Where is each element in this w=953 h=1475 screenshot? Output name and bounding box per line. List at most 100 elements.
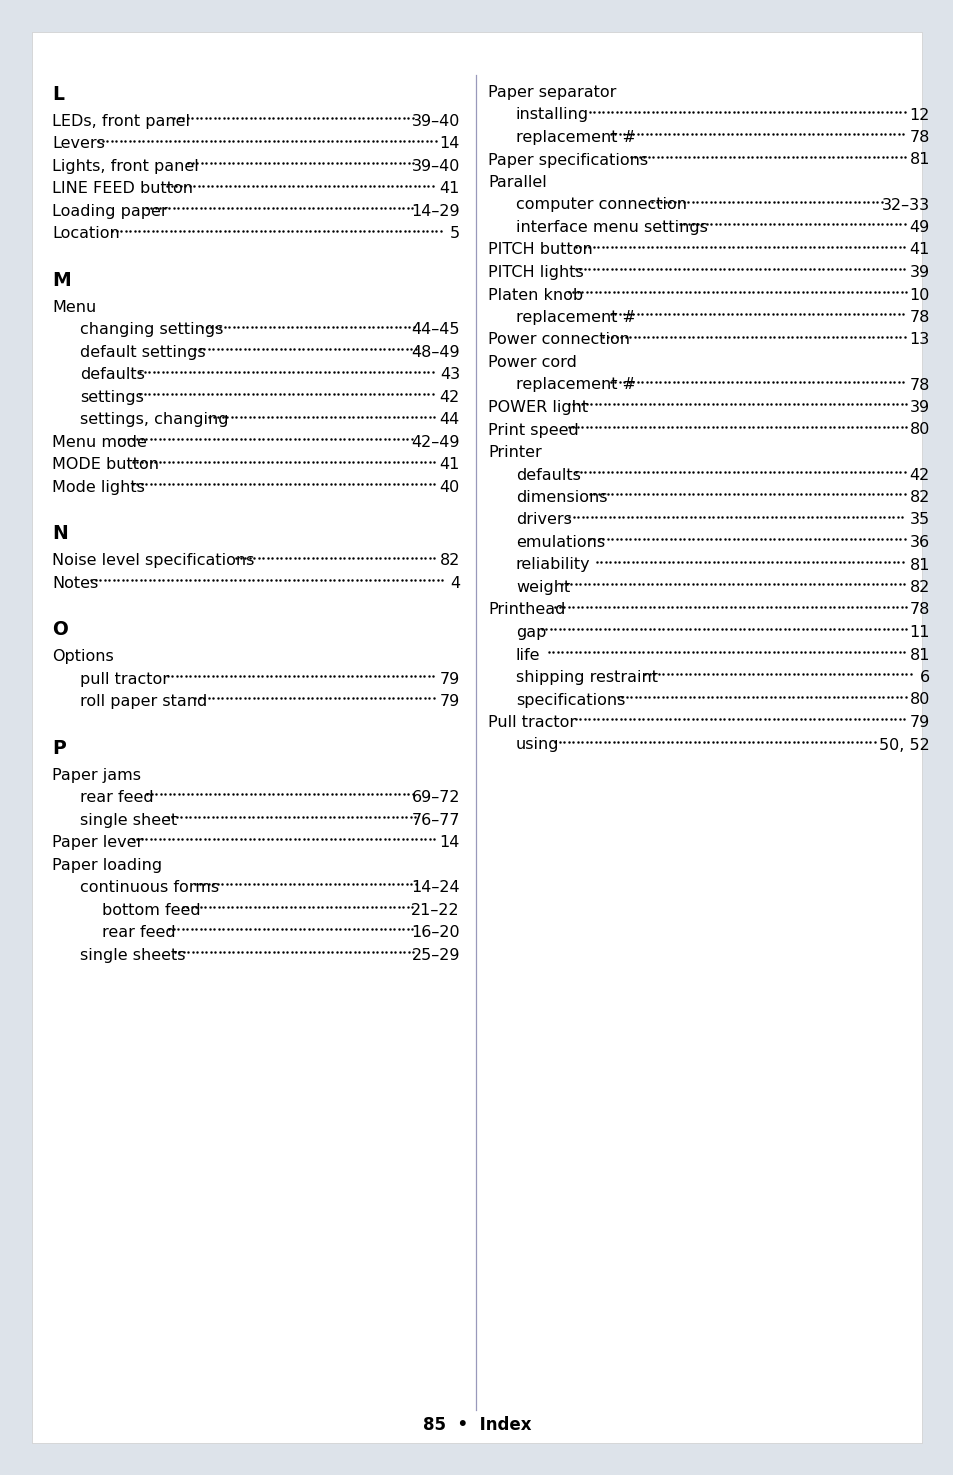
Text: replacement #: replacement # [516,130,636,145]
Text: single sheet: single sheet [80,813,177,827]
Text: 41: 41 [439,181,459,196]
Text: using: using [516,738,558,752]
Text: 40: 40 [439,479,459,494]
Text: Menu: Menu [52,299,96,314]
Text: L: L [52,86,64,105]
Text: M: M [52,271,71,291]
Text: 79: 79 [439,695,459,709]
Text: Paper lever: Paper lever [52,835,143,850]
Text: Platen knob: Platen knob [488,288,582,302]
Text: 41: 41 [908,242,929,258]
Text: single sheets: single sheets [80,947,185,963]
Text: Power cord: Power cord [488,355,577,370]
Text: 50, 52: 50, 52 [879,738,929,752]
Text: defaults: defaults [80,367,145,382]
Text: Paper separator: Paper separator [488,86,616,100]
Text: drivers: drivers [516,512,571,528]
Text: 44: 44 [439,413,459,428]
Text: Mode lights: Mode lights [52,479,145,494]
Text: 14–24: 14–24 [411,881,459,895]
Text: Lights, front panel: Lights, front panel [52,159,198,174]
Text: interface menu settings: interface menu settings [516,220,707,235]
Text: roll paper stand: roll paper stand [80,695,207,709]
Text: 85  •  Index: 85 • Index [422,1416,531,1434]
Text: MODE button: MODE button [52,457,159,472]
Text: 69–72: 69–72 [411,791,459,805]
Text: 79: 79 [439,671,459,686]
Text: specifications: specifications [516,692,625,708]
Text: defaults: defaults [516,468,580,482]
Text: replacement #: replacement # [516,378,636,392]
Text: 82: 82 [439,553,459,568]
Text: 81: 81 [908,152,929,168]
Text: 48–49: 48–49 [411,345,459,360]
Text: settings, changing: settings, changing [80,413,229,428]
Text: continuous forms: continuous forms [80,881,219,895]
Text: 42–49: 42–49 [411,435,459,450]
Text: 10: 10 [908,288,929,302]
Text: 11: 11 [908,625,929,640]
Text: 21–22: 21–22 [411,903,459,917]
Text: 13: 13 [909,332,929,348]
Text: 6: 6 [919,670,929,684]
Text: 76–77: 76–77 [411,813,459,827]
Text: PITCH button: PITCH button [488,242,592,258]
Text: 12: 12 [908,108,929,122]
Text: 78: 78 [908,130,929,145]
Text: dimensions: dimensions [516,490,607,504]
Text: 82: 82 [908,580,929,594]
Text: changing settings: changing settings [80,323,223,338]
Text: 14: 14 [439,136,459,152]
Text: 14: 14 [439,835,459,850]
Text: 80: 80 [908,422,929,438]
Text: Options: Options [52,649,113,664]
Text: bottom feed: bottom feed [102,903,200,917]
Text: shipping restraint: shipping restraint [516,670,658,684]
Text: 80: 80 [908,692,929,708]
Text: Menu mode: Menu mode [52,435,147,450]
Text: 39–40: 39–40 [411,159,459,174]
Text: Power connection: Power connection [488,332,629,348]
Text: 82: 82 [908,490,929,504]
Text: Paper specifications: Paper specifications [488,152,647,168]
Text: Printer: Printer [488,445,541,460]
Text: life: life [516,648,540,662]
Text: 39–40: 39–40 [411,114,459,128]
Text: 78: 78 [908,602,929,618]
Text: 5: 5 [450,226,459,242]
Text: 36: 36 [909,535,929,550]
Text: 25–29: 25–29 [411,947,459,963]
Text: LEDs, front panel: LEDs, front panel [52,114,190,128]
Text: O: O [52,620,68,639]
Text: 42: 42 [909,468,929,482]
Text: 35: 35 [909,512,929,528]
Text: Pull tractor: Pull tractor [488,715,576,730]
Text: Levers: Levers [52,136,105,152]
Text: Noise level specifications: Noise level specifications [52,553,254,568]
Text: 41: 41 [439,457,459,472]
Text: 49: 49 [909,220,929,235]
Text: PITCH lights: PITCH lights [488,266,583,280]
Text: installing: installing [516,108,589,122]
Text: Paper loading: Paper loading [52,857,162,873]
Text: 39: 39 [909,400,929,414]
Text: rear feed: rear feed [102,925,175,940]
Text: emulations: emulations [516,535,604,550]
Text: 81: 81 [908,648,929,662]
Text: 78: 78 [908,378,929,392]
Text: 14–29: 14–29 [411,204,459,218]
Text: default settings: default settings [80,345,206,360]
Text: 42: 42 [439,389,459,404]
Text: Print speed: Print speed [488,422,578,438]
Text: N: N [52,524,68,543]
Text: Paper jams: Paper jams [52,767,141,783]
Text: 16–20: 16–20 [411,925,459,940]
Text: LINE FEED button: LINE FEED button [52,181,193,196]
Text: 39: 39 [909,266,929,280]
Text: Printhead: Printhead [488,602,565,618]
Text: 43: 43 [439,367,459,382]
Text: Loading paper: Loading paper [52,204,168,218]
Text: rear feed: rear feed [80,791,153,805]
Text: Location: Location [52,226,120,242]
Text: 44–45: 44–45 [411,323,459,338]
